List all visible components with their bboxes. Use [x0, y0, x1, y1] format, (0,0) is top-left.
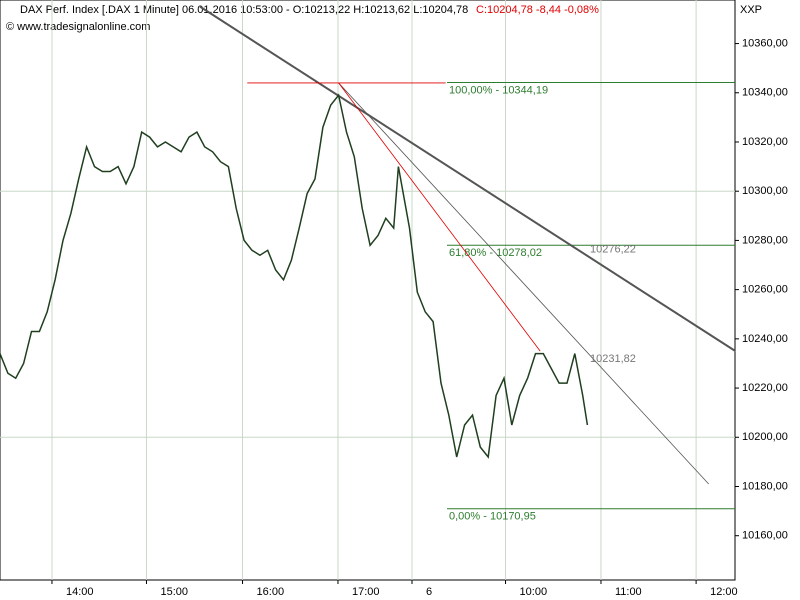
y-tick-label: 10260,00 — [742, 284, 788, 296]
plot-area — [0, 0, 736, 581]
y-tick-label: 10200,00 — [742, 431, 788, 443]
y-tick-label: 10240,00 — [742, 333, 788, 345]
x-tick-label: 15:00 — [160, 586, 188, 598]
x-tick-label: 10:00 — [520, 586, 548, 598]
y-tick-label: 10180,00 — [742, 480, 788, 492]
x-tick-label: 12:00 — [710, 586, 738, 598]
chart-title: DAX Perf. Index [.DAX 1 Minute] 06.01.20… — [20, 4, 468, 16]
y-tick-label: 10280,00 — [742, 234, 788, 246]
y-tick-label: 10340,00 — [742, 87, 788, 99]
trendline-label: 10231,82 — [590, 353, 636, 365]
x-tick-label: 17:00 — [352, 586, 380, 598]
trendline — [338, 82, 541, 352]
x-tick-label: 16:00 — [257, 586, 285, 598]
copyright: © www.tradesignalonline.com — [6, 21, 150, 33]
y-tick-label: 10160,00 — [742, 530, 788, 542]
corner-label: XXP — [740, 4, 762, 16]
y-tick-label: 10360,00 — [742, 37, 788, 49]
y-tick-label: 10220,00 — [742, 382, 788, 394]
trendline-label: 10276,22 — [590, 244, 636, 256]
trendline — [199, 5, 737, 352]
trendline — [338, 82, 709, 485]
x-tick-label: 6 — [426, 586, 432, 598]
fib-label: 100,00% - 10344,19 — [449, 84, 548, 96]
price-change: C:10204,78 -8,44 -0,08% — [476, 4, 599, 16]
fib-label: 0,00% - 10170,95 — [449, 511, 536, 523]
y-tick-label: 10300,00 — [742, 185, 788, 197]
x-tick-label: 14:00 — [66, 586, 94, 598]
price-line — [0, 93, 589, 459]
x-tick-label: 11:00 — [615, 586, 642, 598]
y-tick-label: 10320,00 — [742, 136, 788, 148]
